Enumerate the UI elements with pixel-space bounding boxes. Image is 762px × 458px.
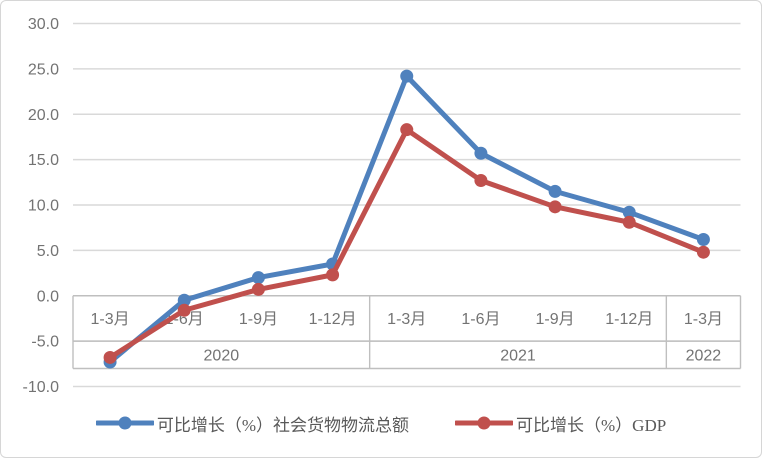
data-point-marker[interactable] (548, 200, 562, 214)
data-point-marker[interactable] (548, 184, 562, 198)
data-point-marker[interactable] (474, 173, 488, 187)
x-axis-category-label: 1-3月 (684, 311, 723, 328)
x-axis-category-label: 1-12月 (605, 311, 653, 328)
y-axis-tick-label: 30.0 (28, 16, 59, 33)
data-point-marker[interactable] (622, 215, 636, 229)
legend-item-logistics[interactable]: 可比增长（%）社会货物物流总额 (95, 411, 409, 436)
y-axis-tick-label: 0.0 (37, 288, 59, 305)
x-axis-category-label: 1-6月 (461, 311, 500, 328)
y-axis-tick-label: -5.0 (31, 334, 59, 351)
x-axis-year-label: 2021 (500, 347, 536, 364)
data-point-marker[interactable] (400, 69, 414, 83)
data-point-marker[interactable] (326, 268, 340, 282)
x-axis-year-label: 2022 (686, 347, 722, 364)
y-axis-tick-label: 25.0 (28, 61, 59, 78)
data-point-marker[interactable] (251, 271, 265, 285)
legend-line-marker-icon (455, 416, 513, 430)
y-axis-tick-label: -10.0 (23, 379, 60, 396)
y-axis-tick-label: 15.0 (28, 152, 59, 169)
series-logistics[interactable] (103, 69, 710, 369)
y-axis-tick-label: 5.0 (37, 243, 59, 260)
legend: 可比增长（%）社会货物物流总额 可比增长（%）GDP (1, 406, 761, 440)
data-point-marker[interactable] (696, 232, 710, 246)
legend-label-logistics: 可比增长（%）社会货物物流总额 (156, 415, 409, 435)
x-axis-category-label: 1-9月 (536, 311, 575, 328)
data-point-marker[interactable] (251, 282, 265, 296)
x-axis-category-label: 1-3月 (91, 311, 130, 328)
legend-line-marker-icon (95, 416, 154, 430)
data-point-marker[interactable] (696, 245, 710, 259)
legend-item-gdp[interactable]: 可比增长（%）GDP (455, 411, 666, 436)
x-axis-category-label: 1-3月 (387, 311, 426, 328)
data-point-marker[interactable] (474, 146, 488, 160)
x-axis-category-label: 1-12月 (309, 311, 357, 328)
y-axis-tick-label: 10.0 (28, 198, 59, 215)
x-axis-category-label: 1-9月 (239, 311, 278, 328)
data-point-marker[interactable] (622, 205, 636, 219)
y-axis-tick-label: 20.0 (28, 107, 59, 124)
legend-label-gdp: 可比增长（%）GDP (516, 415, 667, 435)
data-point-marker[interactable] (400, 123, 414, 137)
data-point-marker[interactable] (177, 293, 191, 307)
data-point-marker[interactable] (177, 303, 191, 317)
series-gdp[interactable] (103, 123, 710, 364)
data-point-marker[interactable] (103, 350, 117, 364)
x-axis-year-label: 2020 (204, 347, 240, 364)
